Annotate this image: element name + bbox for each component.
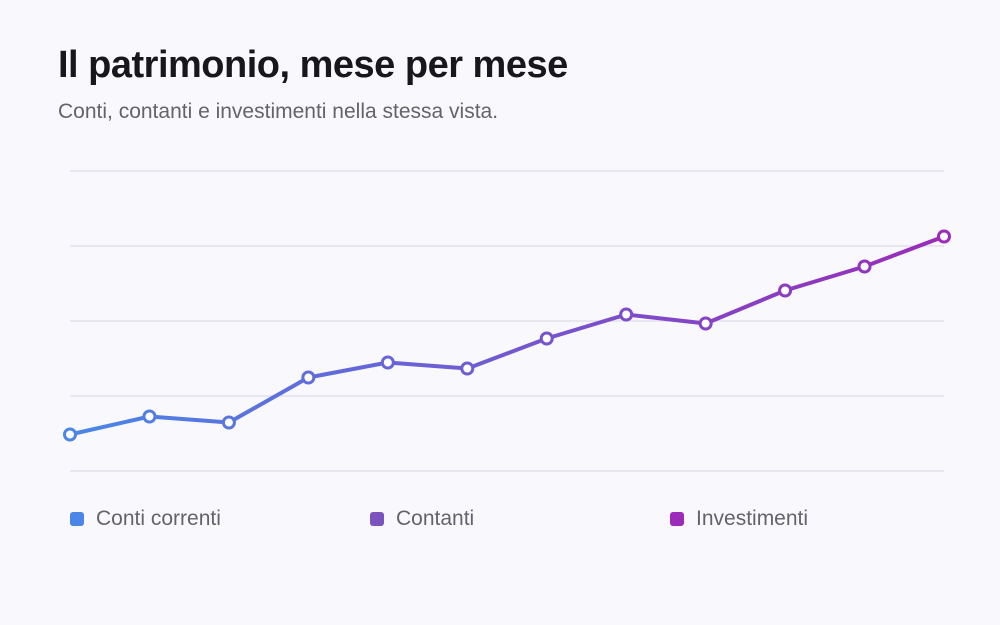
data-point — [221, 415, 236, 430]
data-point — [301, 370, 316, 385]
legend-swatch-investimenti — [670, 512, 684, 526]
legend-swatch-conti-correnti — [70, 512, 84, 526]
data-point — [698, 316, 713, 331]
data-point — [539, 331, 554, 346]
legend-item-investimenti: Investimenti — [670, 506, 808, 532]
data-point — [460, 361, 475, 376]
series-line-layer — [68, 234, 946, 437]
data-point — [937, 229, 951, 244]
legend-item-contanti: Contanti — [370, 506, 474, 532]
data-point — [142, 409, 157, 424]
data-points — [63, 229, 951, 442]
data-point — [63, 427, 77, 442]
chart-title: Il patrimonio, mese per mese — [58, 44, 568, 86]
legend-label-conti-correnti: Conti correnti — [96, 507, 221, 530]
legend-label-investimenti: Investimenti — [696, 507, 809, 530]
data-point — [380, 355, 395, 370]
legend-swatch-contanti — [370, 512, 384, 526]
legend-label-contanti: Contanti — [396, 507, 475, 530]
chart-subtitle: Conti, contanti e investimenti nella ste… — [58, 100, 499, 123]
gridlines — [70, 170, 944, 472]
data-point — [619, 307, 634, 322]
legend-item-conti-correnti: Conti correnti — [70, 506, 221, 532]
series-line — [68, 234, 946, 437]
data-point — [778, 283, 793, 298]
data-point — [857, 259, 872, 274]
